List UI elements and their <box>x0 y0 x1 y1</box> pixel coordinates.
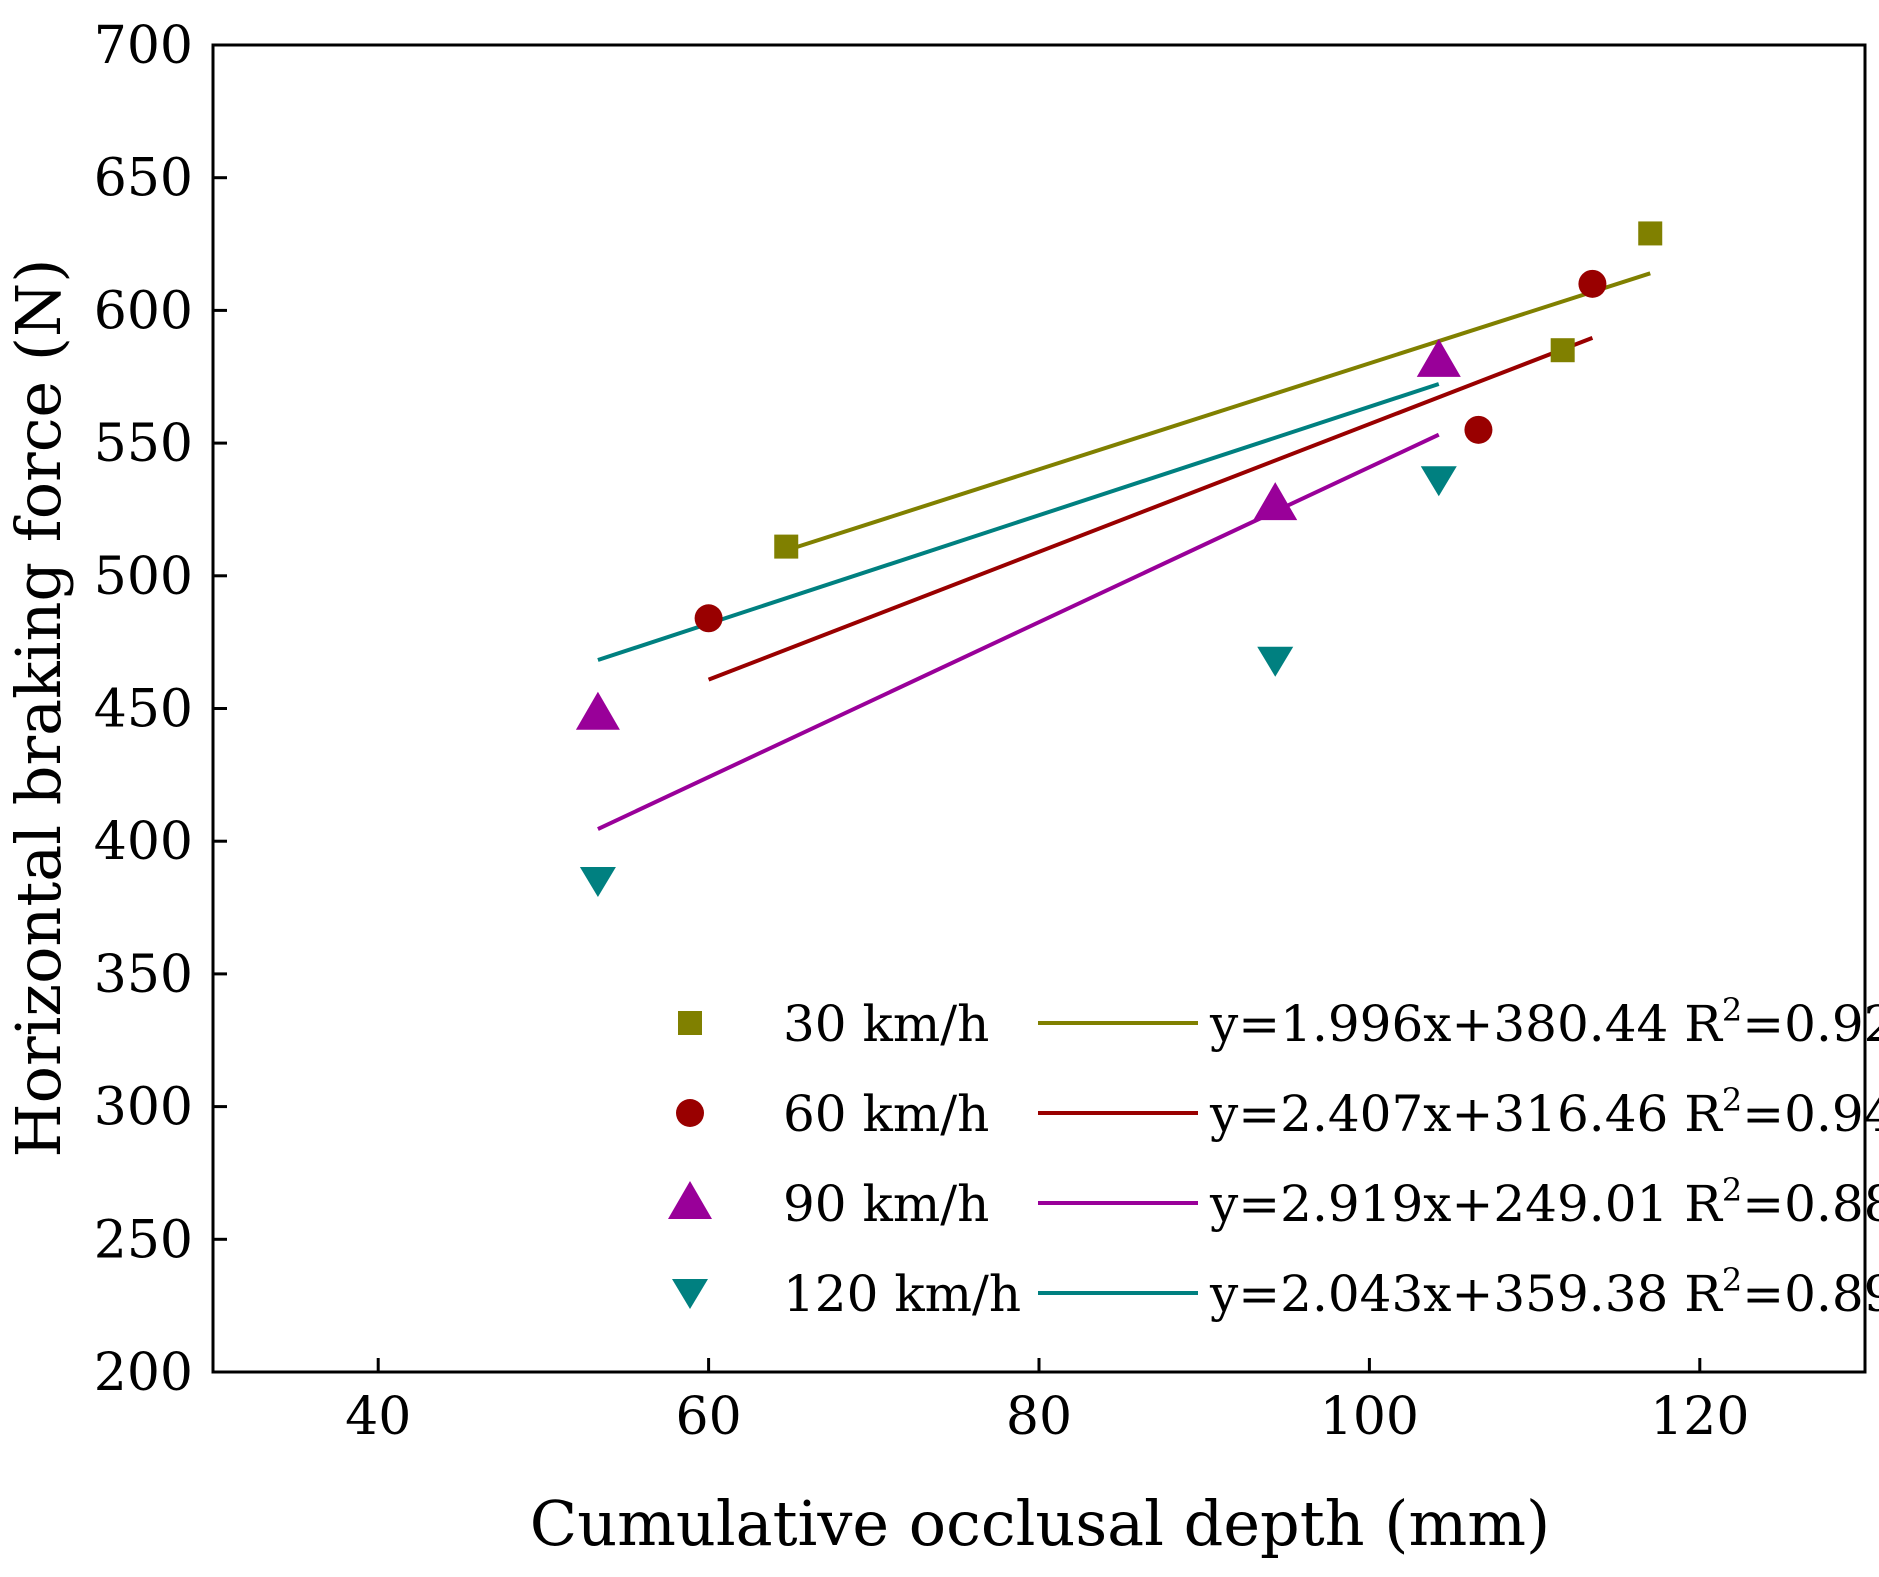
legend-equation: y=2.043x+359.38 R2=0.894 <box>1209 1261 1879 1323</box>
plot-frame <box>211 43 1867 1374</box>
data-point <box>1550 338 1575 363</box>
legend-marker <box>672 1279 708 1309</box>
legend-equation: y=2.919x+249.01 R2=0.889 <box>1209 1171 1879 1233</box>
y-tick-label: 400 <box>94 812 193 872</box>
y-tick-label: 250 <box>94 1210 193 1270</box>
legend-series-name: 30 km/h <box>783 995 989 1053</box>
fit-line-30-km-h <box>785 271 1651 553</box>
data-point <box>1257 646 1294 677</box>
data-point <box>1420 466 1457 497</box>
x-tick-label: 60 <box>676 1387 742 1447</box>
legend-marker <box>676 1099 704 1127</box>
data-point <box>579 867 616 898</box>
fit-line-60-km-h <box>707 335 1594 682</box>
r2-value: =0.921 <box>1742 995 1879 1053</box>
legend: 30 km/hy=1.996x+380.44 R2=0.92160 km/hy=… <box>668 991 1879 1323</box>
data-point <box>575 691 620 730</box>
r2-superscript: 2 <box>1722 1171 1742 1209</box>
x-axis-title: Cumulative occlusal depth (mm) <box>530 1487 1551 1560</box>
r2-value: =0.894 <box>1742 1265 1879 1323</box>
data-markers <box>575 221 1663 898</box>
data-point <box>1253 482 1298 521</box>
y-tick-label: 650 <box>94 149 193 209</box>
data-point <box>1464 415 1493 444</box>
legend-equation: y=1.996x+380.44 R2=0.921 <box>1209 991 1879 1053</box>
y-tick-label: 700 <box>94 16 193 76</box>
x-tick-label: 80 <box>1006 1387 1072 1447</box>
equation-text: y=2.407x+316.46 R <box>1209 1085 1723 1143</box>
y-tick-label: 600 <box>94 281 193 341</box>
equation-text: y=1.996x+380.44 R <box>1209 995 1723 1053</box>
legend-series-name: 90 km/h <box>783 1175 989 1233</box>
y-tick-label: 550 <box>94 414 193 474</box>
fit-line-120-km-h <box>597 382 1440 662</box>
data-point <box>1638 221 1663 246</box>
legend-marker <box>668 1181 712 1219</box>
r2-value: =0.889 <box>1742 1175 1879 1233</box>
r2-superscript: 2 <box>1722 1081 1742 1119</box>
legend-equation: y=2.407x+316.46 R2=0.943 <box>1209 1081 1879 1143</box>
equation-text: y=2.919x+249.01 R <box>1209 1175 1723 1233</box>
y-tick-label: 500 <box>94 547 193 607</box>
data-point <box>1578 269 1607 298</box>
y-tick-label: 450 <box>94 680 193 740</box>
fit-line-90-km-h <box>597 432 1440 831</box>
x-tick-label: 120 <box>1650 1387 1749 1447</box>
r2-superscript: 2 <box>1722 991 1742 1029</box>
data-point <box>1416 338 1461 377</box>
data-point <box>694 604 723 633</box>
r2-superscript: 2 <box>1722 1261 1742 1299</box>
y-axis-title: Horizontal braking force (N) <box>2 259 75 1158</box>
equation-text: y=2.043x+359.38 R <box>1209 1265 1723 1323</box>
r2-value: =0.943 <box>1742 1085 1879 1143</box>
x-tick-label: 100 <box>1320 1387 1419 1447</box>
y-tick-label: 200 <box>94 1343 193 1403</box>
legend-series-name: 60 km/h <box>783 1085 989 1143</box>
fit-lines <box>597 271 1651 831</box>
data-point <box>774 534 799 559</box>
x-tick-label: 40 <box>345 1387 411 1447</box>
legend-marker <box>678 1011 702 1035</box>
x-axis-ticks: 40 60 80 100 120 <box>345 1358 1749 1447</box>
y-tick-label: 350 <box>94 945 193 1005</box>
legend-series-name: 120 km/h <box>783 1265 1021 1323</box>
y-tick-label: 300 <box>94 1078 193 1138</box>
y-axis-ticks: 200 250 300 350 400 450 500 550 600 650 700 <box>94 16 227 1403</box>
